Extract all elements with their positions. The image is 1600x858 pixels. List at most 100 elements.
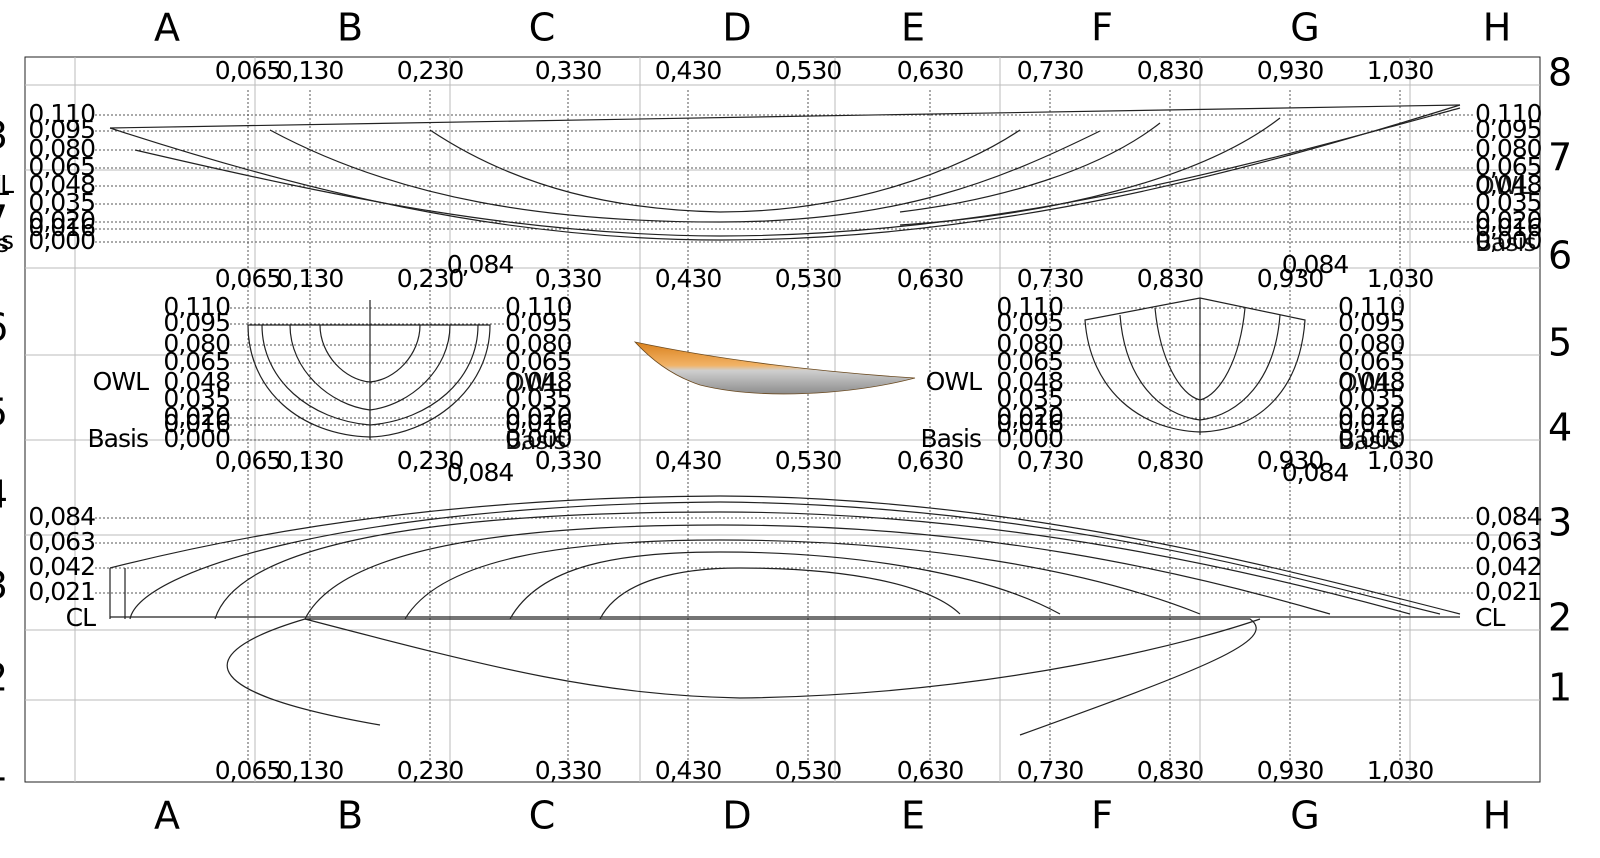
station-label: 0,530	[775, 56, 842, 85]
column-label: H	[1483, 6, 1512, 50]
waterline	[304, 524, 1331, 620]
body-plan-aft	[247, 300, 491, 440]
station-label: 0,630	[897, 756, 964, 785]
waterline-label: 0,020	[1475, 206, 1542, 235]
waterline-label: 0,000	[505, 424, 572, 453]
basis-label: Basis	[0, 226, 13, 255]
waterline-label: 0,000	[163, 424, 230, 453]
diagonal	[304, 618, 1261, 699]
row-label: 6	[1548, 234, 1572, 278]
plan-view	[109, 495, 1461, 736]
waterline-label: 0,035	[1475, 188, 1542, 217]
basis-label: Basis	[921, 424, 981, 453]
waterline-label: 0,110	[1475, 99, 1542, 128]
row-label: 3	[0, 564, 8, 608]
buttock-label: 0,084	[28, 502, 95, 531]
column-label: H	[1483, 794, 1512, 838]
buttock-label: 0,063	[28, 527, 95, 556]
waterline-label: 0,035	[996, 384, 1063, 413]
waterline-label: 0,095	[505, 308, 572, 337]
buttock-label: 0,084	[1282, 250, 1349, 279]
owl-label: OWL	[926, 367, 982, 396]
waterline-label: 0,048	[996, 367, 1063, 396]
waterline-label: 0,095	[28, 115, 95, 144]
waterline-label: 0,080	[28, 134, 95, 163]
basis-label: Basis	[88, 424, 148, 453]
waterline	[214, 511, 1411, 620]
waterline-label: 0,048	[1338, 367, 1405, 396]
row-label: 2	[0, 656, 8, 700]
waterline-label: 0,016	[1475, 213, 1542, 242]
cl-label: CL	[1475, 603, 1505, 632]
column-label: D	[722, 6, 751, 50]
row-label: 1	[0, 746, 8, 790]
half-breadth	[109, 495, 1461, 615]
station-label: 0,930	[1257, 756, 1324, 785]
waterline	[509, 551, 1061, 620]
station-label: 0,830	[1137, 56, 1204, 85]
station-label: 0,330	[535, 446, 602, 475]
station-label: 0,430	[655, 56, 722, 85]
buttock-label: 0,021	[28, 577, 95, 606]
waterline-label: 0,095	[1475, 115, 1542, 144]
section	[247, 324, 491, 438]
column-label: B	[337, 6, 363, 50]
waterline-label: 0,048	[28, 170, 95, 199]
buttock	[899, 122, 1161, 213]
section	[1084, 297, 1306, 433]
keel	[109, 104, 1461, 241]
waterline-label: 0,020	[163, 402, 230, 431]
waterline-label: 0,110	[505, 292, 572, 321]
buttock	[899, 117, 1281, 226]
waterline-label: 0,000	[996, 424, 1063, 453]
station-label: 0,230	[397, 446, 464, 475]
column-label: E	[901, 6, 925, 50]
station-label: 0,630	[897, 264, 964, 293]
station-label: 0,830	[1137, 756, 1204, 785]
buttock-label: 0,084	[447, 458, 514, 487]
row-label: 4	[0, 473, 8, 517]
buttock	[269, 129, 1101, 223]
row-label: 1	[1548, 666, 1572, 710]
row-label: 5	[0, 391, 8, 435]
station-label: 0,130	[277, 446, 344, 475]
waterline-label: 0,035	[1338, 384, 1405, 413]
row-label: 2	[1548, 596, 1572, 640]
waterline-label: 0,020	[1338, 402, 1405, 431]
waterline-label: 0,048	[1475, 170, 1542, 199]
row-label: L	[0, 172, 9, 201]
column-label: E	[901, 794, 925, 838]
column-label: D	[722, 794, 751, 838]
column-label: B	[337, 794, 363, 838]
waterline-label: 0,110	[996, 292, 1063, 321]
waterline-label: 0,016	[505, 409, 572, 438]
waterline-label: 0,065	[1338, 347, 1405, 376]
waterline-label: 0,080	[505, 329, 572, 358]
waterline-label: 0,065	[28, 152, 95, 181]
station-label: 0,730	[1017, 264, 1084, 293]
station-label: 0,330	[535, 264, 602, 293]
waterline-label: 0,110	[1338, 292, 1405, 321]
waterline-label: 0,095	[1338, 308, 1405, 337]
column-label: A	[154, 6, 180, 50]
waterline	[599, 567, 961, 620]
row-label: 5	[1548, 321, 1572, 365]
waterline-label: 0,020	[28, 206, 95, 235]
station-label: 0,730	[1017, 756, 1084, 785]
station-label: 0,630	[897, 56, 964, 85]
station-label: 0,130	[277, 756, 344, 785]
station-label: 0,430	[655, 446, 722, 475]
buttock-label: 0,084	[1475, 502, 1542, 531]
station-label: 1,030	[1367, 264, 1434, 293]
waterline-label: 0,000	[1475, 226, 1542, 255]
waterline-label: 0,095	[163, 308, 230, 337]
buttock-label: 0,084	[1282, 458, 1349, 487]
waterline-label: 0,016	[1338, 409, 1405, 438]
station-label: 0,430	[655, 756, 722, 785]
buttock-label: 0,021	[1475, 577, 1542, 606]
waterline-label: 0,016	[996, 409, 1063, 438]
waterline-label: 0,000	[28, 226, 95, 255]
owl-label: OWL	[1338, 368, 1394, 397]
buttock-label: 0,042	[1475, 552, 1542, 581]
